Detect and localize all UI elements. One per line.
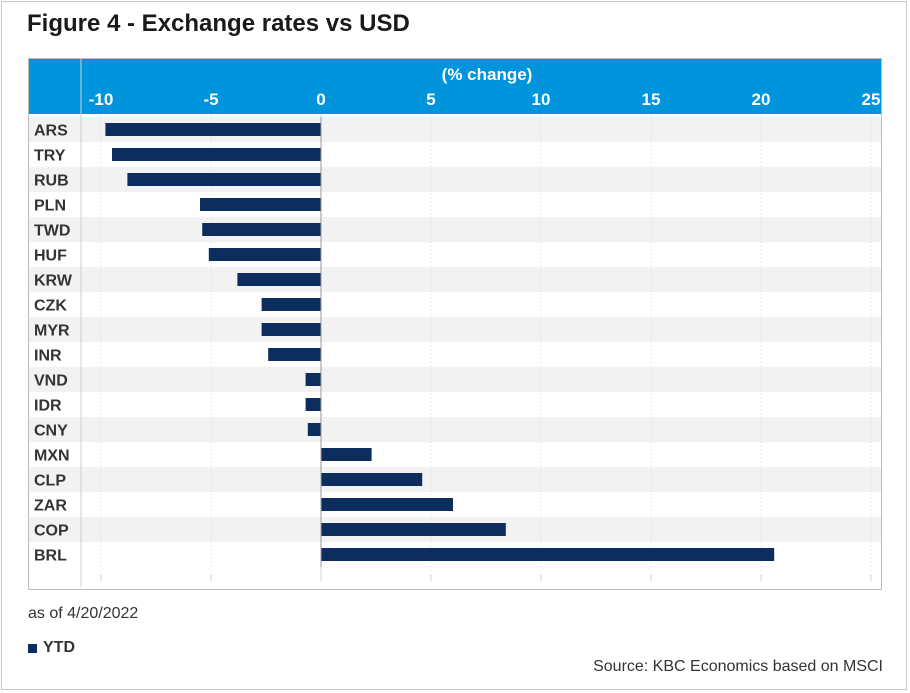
x-tick-label: 0 (316, 90, 325, 109)
category-label: ARS (34, 123, 68, 140)
category-label: COP (34, 523, 69, 540)
category-label: BRL (34, 548, 67, 565)
category-label: MYR (34, 323, 70, 340)
bar-cop (321, 523, 506, 536)
bar-krw (237, 273, 321, 286)
category-label: CLP (34, 473, 66, 490)
bar-huf (208, 248, 321, 261)
category-label: IDR (34, 398, 62, 415)
category-label: TWD (34, 223, 70, 240)
bar-ars (105, 123, 322, 136)
x-tick-label: 25 (862, 90, 881, 109)
x-tick-label: 10 (532, 90, 551, 109)
chart-area: (% change) -10 -5 0 5 10 15 20 25 ARS TRY RUB PLN TWD… (28, 58, 882, 590)
row-band (29, 317, 881, 342)
axis-header-band (29, 59, 881, 114)
date-footnote: as of 4/20/2022 (28, 605, 139, 622)
category-label: MXN (34, 448, 70, 465)
category-label: PLN (34, 198, 66, 215)
bar-myr (261, 323, 321, 336)
source-note: Source: KBC Economics based on MSCI (593, 658, 883, 675)
row-band (29, 467, 881, 492)
figure-title: Figure 4 - Exchange rates vs USD (27, 10, 410, 37)
chart-legend: YTD (28, 639, 75, 657)
row-band (29, 417, 881, 442)
x-tick-label: 20 (752, 90, 771, 109)
bar-zar (321, 498, 453, 511)
bar-czk (261, 298, 321, 311)
bar-pln (200, 198, 321, 211)
bar-brl (321, 548, 775, 561)
category-label: HUF (34, 248, 67, 265)
bar-clp (321, 473, 423, 486)
bar-try (112, 148, 321, 161)
row-band (29, 367, 881, 392)
row-band (29, 267, 881, 292)
x-tick-label: 15 (642, 90, 661, 109)
category-label: KRW (34, 273, 73, 290)
legend-label: YTD (43, 639, 75, 656)
bar-inr (268, 348, 321, 361)
bar-chart: (% change) -10 -5 0 5 10 15 20 25 ARS TRY RUB PLN TWD… (29, 59, 881, 587)
category-label: VND (34, 373, 68, 390)
category-header-cell (29, 59, 81, 114)
category-label: CNY (34, 423, 68, 440)
x-axis-title: (% change) (442, 65, 533, 84)
x-tick-label: 5 (426, 90, 435, 109)
category-label: CZK (34, 298, 67, 315)
legend-swatch (28, 643, 37, 653)
category-label: ZAR (34, 498, 67, 515)
x-tick-label: -5 (203, 90, 218, 109)
bar-cny (307, 423, 321, 436)
category-label: TRY (34, 148, 66, 165)
bar-idr (305, 398, 321, 411)
category-label: INR (34, 348, 62, 365)
category-label: RUB (34, 173, 69, 190)
bar-vnd (305, 373, 321, 386)
row-band (29, 217, 881, 242)
x-tick-label: -10 (89, 90, 114, 109)
bar-rub (127, 173, 322, 186)
bar-mxn (321, 448, 372, 461)
bar-twd (202, 223, 321, 236)
